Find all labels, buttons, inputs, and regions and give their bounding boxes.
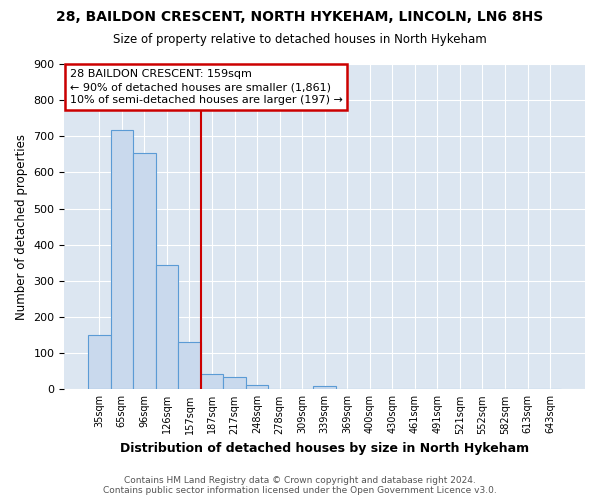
Text: 28 BAILDON CRESCENT: 159sqm
← 90% of detached houses are smaller (1,861)
10% of : 28 BAILDON CRESCENT: 159sqm ← 90% of det… [70, 69, 343, 106]
Bar [313, 386, 336, 390]
Y-axis label: Number of detached properties: Number of detached properties [15, 134, 28, 320]
Text: Contains HM Land Registry data © Crown copyright and database right 2024.
Contai: Contains HM Land Registry data © Crown c… [103, 476, 497, 495]
Bar [201, 374, 223, 390]
Bar [88, 335, 110, 390]
Text: Size of property relative to detached houses in North Hykeham: Size of property relative to detached ho… [113, 32, 487, 46]
Bar [178, 342, 201, 390]
Bar [110, 130, 133, 390]
Bar [246, 384, 268, 390]
Bar [155, 266, 178, 390]
Text: 28, BAILDON CRESCENT, NORTH HYKEHAM, LINCOLN, LN6 8HS: 28, BAILDON CRESCENT, NORTH HYKEHAM, LIN… [56, 10, 544, 24]
Bar [133, 154, 155, 390]
X-axis label: Distribution of detached houses by size in North Hykeham: Distribution of detached houses by size … [120, 442, 529, 455]
Bar [223, 378, 246, 390]
